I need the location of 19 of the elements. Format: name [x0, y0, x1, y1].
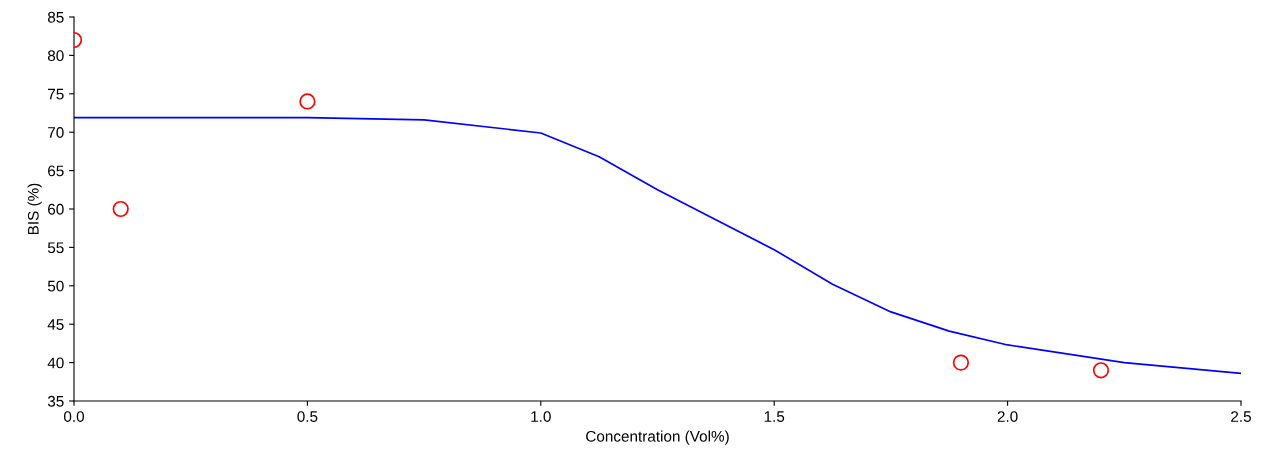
x-tick-label: 0.0: [63, 411, 85, 422]
y-tick-label: 45: [47, 319, 64, 330]
y-tick-label: 60: [48, 203, 64, 215]
x-tick-label: 2.5: [1231, 411, 1251, 422]
x-tick-label: 1.0: [531, 411, 551, 422]
x-tick-label: 1.5: [764, 411, 785, 422]
x-tick-label: 0.5: [297, 411, 318, 422]
y-tick-label: 85: [47, 11, 64, 23]
y-tick-label: 70: [48, 127, 64, 138]
x-axis-title: Concentration (Vol%): [586, 430, 729, 445]
y-tick-label: 40: [47, 357, 64, 369]
y-tick-label: 80: [47, 50, 64, 62]
y-tick-label: 55: [47, 242, 64, 254]
y-tick-label: 35: [47, 395, 64, 407]
y-tick-label: 50: [47, 280, 64, 292]
y-tick-label: 75: [48, 88, 64, 100]
y-axis-title: BIS (%): [27, 183, 42, 235]
y-tick-label: 65: [48, 165, 64, 177]
x-tick-label: 2.0: [997, 411, 1018, 422]
